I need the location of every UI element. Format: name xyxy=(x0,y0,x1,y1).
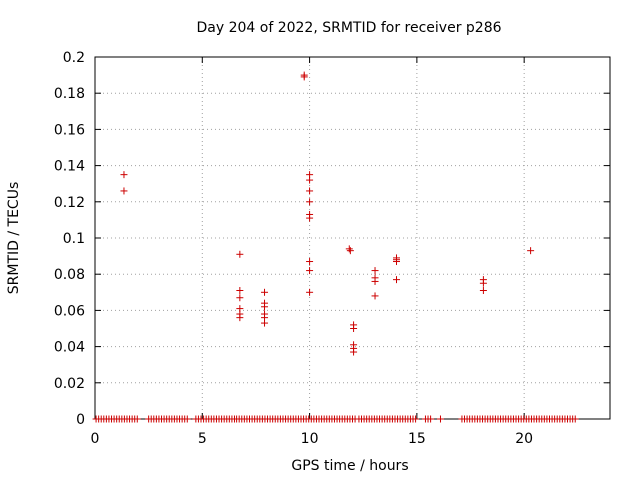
data-point xyxy=(306,267,314,275)
data-point xyxy=(306,288,314,296)
x-axis-label: GPS time / hours xyxy=(291,458,408,474)
zero-point xyxy=(571,415,579,423)
data-point xyxy=(306,258,314,266)
zero-point xyxy=(436,415,444,423)
data-point xyxy=(350,325,358,332)
data-point xyxy=(261,288,269,296)
zero-point xyxy=(183,415,191,423)
y-tick-label: 0.18 xyxy=(54,86,85,102)
plot-frame xyxy=(94,56,611,420)
data-point xyxy=(120,171,128,179)
data-point xyxy=(306,176,314,184)
data-point xyxy=(306,187,314,195)
x-axis: 0 5 10 15 20 xyxy=(91,57,533,447)
y-tick-label: 0.2 xyxy=(63,50,85,66)
y-tick-label: 0.16 xyxy=(54,122,85,138)
data-point xyxy=(120,187,128,195)
y-tick-label: 0.04 xyxy=(54,340,85,356)
x-tick-label: 5 xyxy=(198,431,207,447)
y-tick-label: 0.12 xyxy=(54,195,85,211)
data-point xyxy=(527,247,535,255)
chart-title: Day 204 of 2022, SRMTID for receiver p28… xyxy=(196,20,501,36)
data-point xyxy=(236,250,244,258)
data-point xyxy=(236,294,244,302)
data-point xyxy=(345,245,353,253)
data-point xyxy=(236,314,244,322)
y-axis: 0 0.02 0.04 0.06 0.08 0.1 0.12 0.14 0.16 0.18 0.2 xyxy=(54,50,610,428)
x-tick-label: 20 xyxy=(515,431,533,447)
data-point xyxy=(236,286,244,294)
data-point xyxy=(371,267,379,275)
data-point xyxy=(479,286,487,294)
y-axis-label: SRMTID / TECUs xyxy=(6,182,22,295)
y-tick-label: 0.1 xyxy=(63,231,85,247)
zero-point xyxy=(133,415,141,423)
x-tick-label: 10 xyxy=(301,431,319,447)
data-point xyxy=(306,214,314,222)
data-series xyxy=(92,71,579,423)
data-point xyxy=(392,258,400,266)
data-point xyxy=(300,73,308,81)
data-point xyxy=(261,303,269,311)
data-point xyxy=(306,198,314,206)
y-tick-label: 0.06 xyxy=(54,303,85,319)
data-point xyxy=(479,279,487,287)
data-point xyxy=(261,319,269,327)
zero-point xyxy=(412,415,420,423)
x-tick-label: 0 xyxy=(91,431,100,447)
y-tick-label: 0.14 xyxy=(54,159,85,175)
data-point xyxy=(371,292,379,300)
data-point xyxy=(346,247,354,255)
x-tick-label: 15 xyxy=(408,431,426,447)
data-point xyxy=(350,348,358,356)
data-point xyxy=(371,277,379,285)
y-tick-label: 0 xyxy=(76,412,85,428)
data-point xyxy=(392,276,400,284)
grid xyxy=(95,57,610,419)
y-tick-label: 0.02 xyxy=(54,376,85,392)
y-tick-label: 0.08 xyxy=(54,267,85,283)
zero-point xyxy=(427,415,435,423)
